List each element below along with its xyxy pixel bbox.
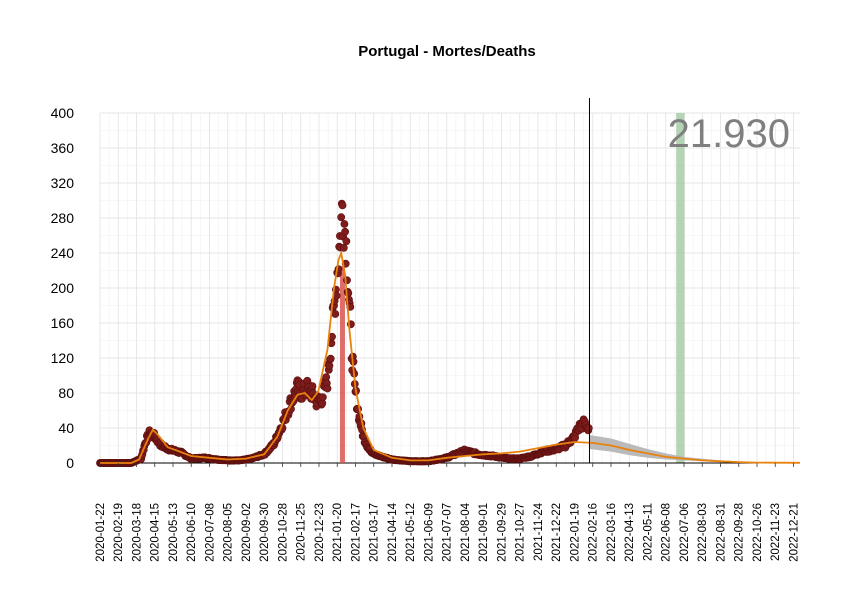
y-tick-label: 360 xyxy=(51,140,75,156)
x-tick-label: 2021-01-20 xyxy=(332,503,344,562)
y-tick-label: 200 xyxy=(51,280,75,296)
y-tick-label: 320 xyxy=(51,175,75,191)
x-tick-label: 2021-10-27 xyxy=(515,503,527,562)
x-tick-label: 2022-04-13 xyxy=(624,503,636,562)
data-point xyxy=(337,213,346,222)
x-tick-label: 2021-02-17 xyxy=(351,503,363,562)
x-tick-label: 2022-09-28 xyxy=(734,503,746,562)
x-tick-label: 2021-08-04 xyxy=(460,502,472,561)
y-tick-label: 280 xyxy=(51,210,75,226)
y-tick-label: 0 xyxy=(66,455,74,471)
total-deaths-annotation: 21.930 xyxy=(668,112,790,156)
x-tick-label: 2020-10-28 xyxy=(278,503,290,562)
grid xyxy=(99,112,800,464)
x-tick-label: 2020-05-13 xyxy=(168,503,180,562)
smooth-line xyxy=(100,249,801,464)
x-tick-label: 2022-07-06 xyxy=(679,503,691,562)
y-tick-label: 240 xyxy=(51,245,75,261)
x-tick-label: 2021-03-17 xyxy=(369,503,381,562)
x-tick-label: 2022-08-03 xyxy=(697,503,709,562)
x-tick-label: 2020-11-25 xyxy=(296,503,308,561)
x-tick-label: 2022-05-11 xyxy=(643,503,655,561)
x-tick-label: 2020-04-15 xyxy=(150,503,162,562)
forecast-area xyxy=(589,435,800,463)
data-point xyxy=(308,382,317,390)
x-tick-label: 2020-03-18 xyxy=(132,503,144,562)
x-tick-label: 2021-09-29 xyxy=(497,503,509,562)
peak-bar xyxy=(339,266,345,463)
x-tick-label: 2022-11-23 xyxy=(770,503,782,561)
x-tick-label: 2021-05-12 xyxy=(405,503,417,562)
x-tick-label: 2022-06-08 xyxy=(661,503,673,562)
x-tick-label: 2022-08-31 xyxy=(716,503,728,562)
y-tick-label: 80 xyxy=(58,385,74,401)
x-tick-label: 2021-06-09 xyxy=(424,503,436,562)
smooth-curve xyxy=(100,249,801,464)
data-point xyxy=(326,354,335,363)
x-tick-label: 2020-09-02 xyxy=(241,503,253,562)
chart-title: Portugal - Mortes/Deaths xyxy=(358,43,536,60)
data-point xyxy=(341,227,349,236)
x-tick-label: 2022-01-19 xyxy=(570,503,582,562)
x-tick-label: 2022-12-21 xyxy=(789,503,801,562)
forecast-band xyxy=(589,435,800,463)
highlight-rect xyxy=(676,113,685,463)
y-tick-label: 40 xyxy=(58,420,74,436)
data-point xyxy=(338,201,347,210)
x-tick-label: 2020-01-22 xyxy=(95,503,107,562)
x-tick-label: 2020-08-05 xyxy=(223,503,235,562)
x-tick-label: 2022-10-26 xyxy=(752,503,764,562)
x-tick-label: 2022-02-16 xyxy=(588,503,600,562)
data-point xyxy=(342,237,351,246)
y-tick-label: 400 xyxy=(51,105,75,121)
y-tick-label: 160 xyxy=(51,315,75,331)
x-tick-label: 2021-11-24 xyxy=(533,502,545,561)
x-tick-label: 2020-06-10 xyxy=(186,503,198,562)
x-tick-label: 2020-02-19 xyxy=(113,503,125,562)
peak-marker xyxy=(339,266,345,463)
x-tick-label: 2022-03-16 xyxy=(606,503,618,562)
x-tick-label: 2021-04-14 xyxy=(387,502,399,561)
y-axis-ticks: 0 40 80 120 160 200 240 280 320 360 400 xyxy=(51,105,75,471)
x-tick-label: 2021-12-22 xyxy=(551,503,563,562)
x-tick-label: 2020-12-23 xyxy=(314,503,326,562)
x-axis-ticks: 2020-01-22 2020-02-19 2020-03-18 2020-04-15… xyxy=(95,463,801,562)
x-tick-label: 2020-09-30 xyxy=(259,503,271,562)
data-point xyxy=(584,424,593,432)
x-tick-label: 2021-09-01 xyxy=(478,503,490,562)
data-point xyxy=(318,393,327,402)
data-point xyxy=(331,310,340,318)
data-point xyxy=(340,220,349,228)
x-tick-label: 2021-07-07 xyxy=(442,503,454,562)
x-tick-label: 2020-07-08 xyxy=(205,503,217,562)
y-tick-label: 120 xyxy=(51,350,75,366)
data-point xyxy=(339,243,348,252)
highlight-band xyxy=(676,113,685,463)
data-point xyxy=(323,384,332,393)
